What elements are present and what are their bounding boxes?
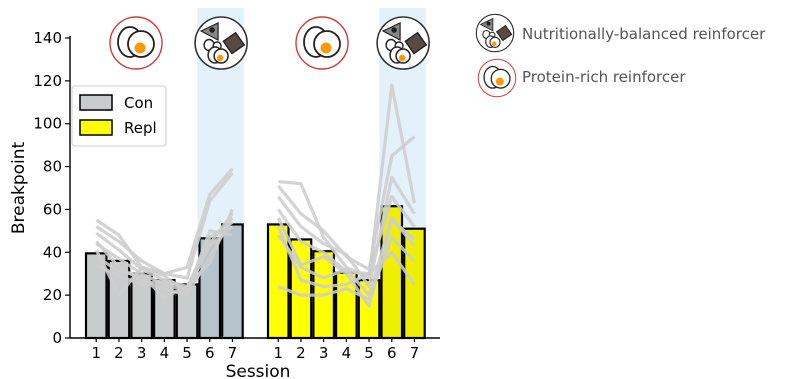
nutritionally-balanced-reinforcer-icon: [376, 16, 430, 70]
individual-line-con-2: [95, 171, 234, 280]
legend-swatch-con: [79, 94, 113, 111]
x-tick-label-repl-7: 7: [410, 344, 420, 362]
x-tick-label-con-5: 5: [182, 344, 192, 362]
y-tick-label-20: 20: [43, 286, 62, 304]
y-axis-title: Breakpoint: [9, 141, 29, 234]
individual-line-repl-7: [277, 235, 416, 301]
protein-rich-reinforcer-icon: [477, 58, 517, 98]
x-tick-label-repl-3: 3: [319, 344, 329, 362]
individual-line-con-4: [95, 217, 234, 297]
individual-line-con-8: [95, 220, 234, 291]
protein-rich-reinforcer-icon: [295, 16, 349, 70]
y-tick-label-60: 60: [43, 200, 62, 218]
x-tick-label-con-3: 3: [137, 344, 147, 362]
x-tick-label-con-2: 2: [114, 344, 124, 362]
y-tick-label-40: 40: [43, 243, 62, 261]
key-label-nutritionally-balanced: Nutritionally-balanced reinforcer: [522, 25, 766, 43]
reinforcer-key: Nutritionally-balanced reinforcer Protei…: [475, 13, 766, 98]
individual-lines: [94, 83, 416, 308]
x-tick-label-repl-6: 6: [387, 344, 397, 362]
individual-line-con-7: [95, 208, 234, 299]
nutritionally-balanced-reinforcer-icon: [194, 16, 248, 70]
x-tick-label-repl-2: 2: [296, 344, 306, 362]
y-tick-label-80: 80: [43, 158, 62, 176]
x-tick-label-repl-4: 4: [342, 344, 352, 362]
x-axis-title: Session: [226, 362, 291, 379]
y-tick-label-0: 0: [52, 329, 62, 347]
x-tick-label-repl-5: 5: [364, 344, 374, 362]
individual-line-repl-6: [276, 216, 416, 297]
individual-line-con-5: [95, 225, 234, 293]
nutritionally-balanced-reinforcer-icon: [475, 13, 515, 53]
individual-line-repl-3: [277, 175, 416, 289]
y-tick-label-120: 120: [33, 72, 62, 90]
x-tick-label-con-4: 4: [160, 344, 170, 362]
y-tick-label-140: 140: [33, 29, 62, 47]
legend-label-repl: Repl: [124, 119, 157, 137]
individual-line-repl-1: [278, 83, 416, 280]
key-label-protein-rich: Protein-rich reinforcer: [522, 68, 686, 86]
y-tick-label-100: 100: [33, 115, 62, 133]
individual-line-repl-8: [276, 225, 416, 289]
x-tick-label-con-1: 1: [91, 344, 101, 362]
x-tick-label-con-7: 7: [228, 344, 238, 362]
x-tick-label-repl-1: 1: [273, 344, 283, 362]
legend: Con Repl: [71, 85, 167, 147]
individual-line-con-6: [94, 229, 233, 297]
x-tick-label-con-6: 6: [205, 344, 215, 362]
bar-repl-session-2: [289, 238, 313, 340]
protein-rich-reinforcer-icon: [109, 16, 163, 70]
legend-label-con: Con: [124, 94, 153, 112]
legend-swatch-repl: [79, 119, 113, 136]
bar-con-session-7: [221, 223, 244, 340]
